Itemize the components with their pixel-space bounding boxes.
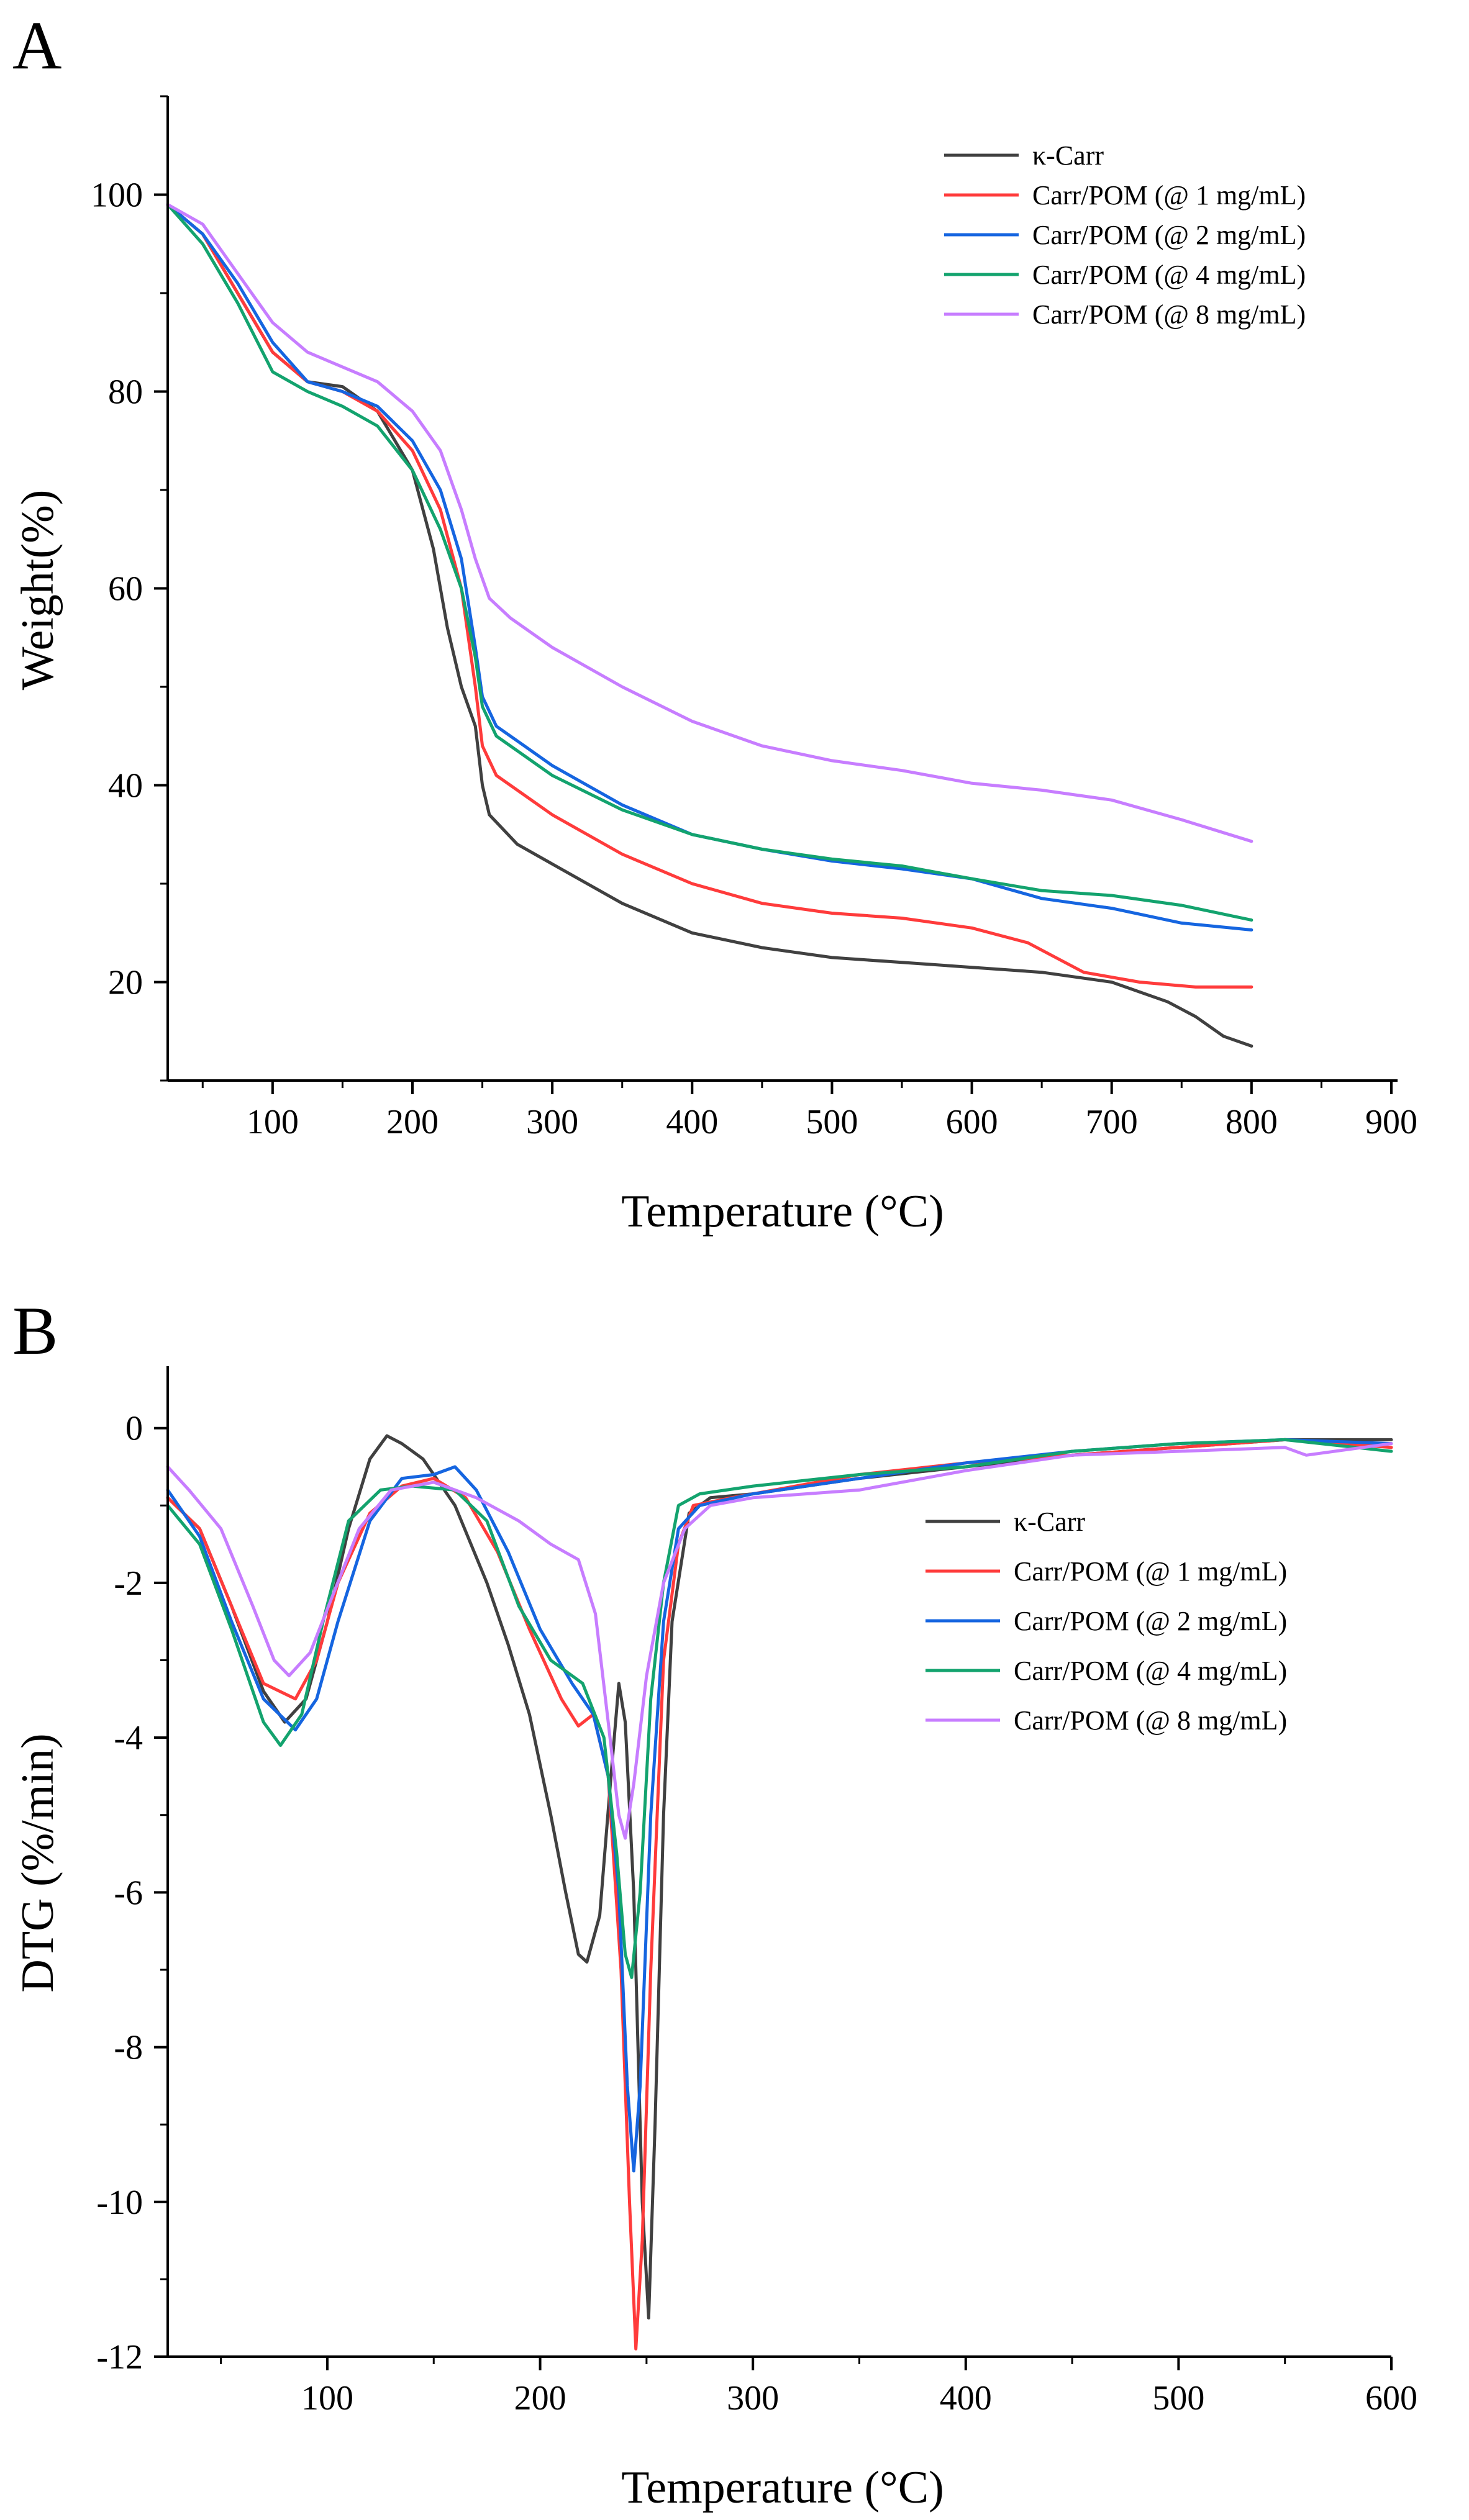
x-tick-label: 300 — [727, 2379, 779, 2418]
panel-b-x-axis-title: Temperature (°C) — [621, 2462, 944, 2513]
y-tick-label: 80 — [108, 373, 143, 412]
x-tick-label: 400 — [940, 2379, 992, 2418]
legend-label: Carr/POM (@ 2 mg/mL) — [1032, 220, 1306, 250]
panel-b-legend: κ-Carr Carr/POM (@ 1 mg/mL) Carr/POM (@ 2 … — [926, 1507, 1287, 1736]
series-line-pom4 — [166, 202, 1253, 922]
y-tick-label: 0 — [125, 1410, 143, 1448]
x-tick-label: 600 — [1365, 2379, 1417, 2418]
legend-label: Carr/POM (@ 2 mg/mL) — [1014, 1606, 1287, 1636]
x-tick-label: 500 — [806, 1103, 858, 1141]
x-tick-label: 200 — [386, 1103, 439, 1141]
y-tick-label: -2 — [114, 1564, 143, 1603]
x-tick-label: 600 — [946, 1103, 998, 1141]
y-tick-label: 100 — [91, 176, 143, 215]
series-line-pom8 — [166, 202, 1253, 843]
panel-label-a: A — [12, 7, 61, 83]
panel-b-series — [166, 1434, 1393, 2350]
y-tick-label: 60 — [108, 570, 143, 609]
x-tick-label: 100 — [247, 1103, 299, 1141]
legend-label: Carr/POM (@ 4 mg/mL) — [1032, 260, 1306, 290]
panel-a-ticks: 100 200 300 400 500 600 700 800 900 20 40 60 80 100 — [91, 95, 1417, 1141]
y-tick-label: -6 — [114, 1874, 143, 1912]
series-line-pom4 — [166, 1438, 1393, 1979]
legend-label: Carr/POM (@ 1 mg/mL) — [1014, 1556, 1287, 1587]
series-line-pom8 — [166, 1442, 1393, 1840]
series-line-pom2 — [166, 1438, 1393, 2173]
panel-b-ticks: 100 200 300 400 500 600 0 -2 -4 -6 -8 -10 -12 — [96, 1410, 1417, 2418]
panel-label-b: B — [12, 1293, 58, 1369]
y-tick-label: 40 — [108, 767, 143, 805]
legend-label: κ-Carr — [1014, 1507, 1085, 1537]
y-tick-label: -12 — [96, 2338, 143, 2377]
legend-label: Carr/POM (@ 1 mg/mL) — [1032, 180, 1306, 211]
x-tick-label: 900 — [1365, 1103, 1417, 1141]
y-tick-label: -4 — [114, 1719, 143, 1757]
panel-b: B 100 200 300 400 500 600 0 -2 -4 -6 -8 -10 -12 Temp… — [12, 1293, 1417, 2513]
panel-a-series — [166, 202, 1253, 1048]
legend-label: κ-Carr — [1032, 140, 1104, 171]
x-tick-label: 700 — [1086, 1103, 1138, 1141]
x-tick-label: 100 — [301, 2379, 353, 2418]
x-tick-label: 200 — [514, 2379, 566, 2418]
panel-a: A 100 200 300 400 500 600 700 800 90020406080100… — [12, 7, 1417, 1237]
panel-b-y-axis-title: DTG (%/min) — [12, 1733, 63, 1992]
x-tick-label: 500 — [1152, 2379, 1204, 2418]
series-line-k-carr — [166, 202, 1253, 1048]
legend-label: Carr/POM (@ 8 mg/mL) — [1014, 1705, 1287, 1736]
x-tick-label: 800 — [1226, 1103, 1278, 1141]
y-tick-label: 20 — [108, 964, 143, 1002]
legend-label: Carr/POM (@ 8 mg/mL) — [1032, 299, 1306, 330]
y-tick-label: -8 — [114, 2029, 143, 2067]
y-tick-label: -10 — [96, 2183, 143, 2222]
legend-label: Carr/POM (@ 4 mg/mL) — [1014, 1656, 1287, 1686]
x-tick-label: 400 — [666, 1103, 718, 1141]
panel-a-y-axis-title: Weight(%) — [12, 490, 63, 691]
x-tick-label: 300 — [526, 1103, 578, 1141]
panel-a-x-axis-title: Temperature (°C) — [621, 1186, 944, 1237]
panel-a-legend: κ-Carr Carr/POM (@ 1 mg/mL) Carr/POM (@ 2 … — [944, 140, 1306, 330]
